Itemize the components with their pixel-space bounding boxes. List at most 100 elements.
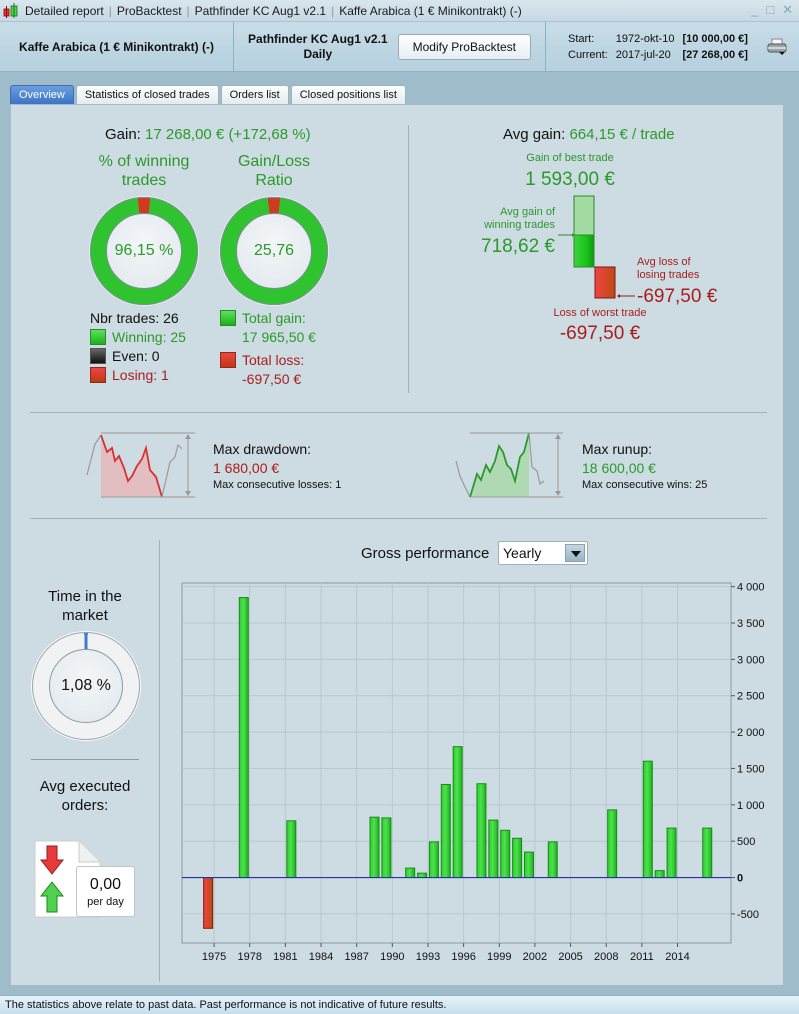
gain-label: Gain:	[105, 126, 141, 143]
chart-bar-1994	[440, 783, 451, 879]
best-trade-value: 1 593,00 €	[525, 169, 615, 190]
gain-summary: Gain: 17 268,00 € (+172,68 %)	[105, 126, 311, 143]
winning-trades-donut: 96,15 %	[90, 197, 198, 305]
gain-loss-ratio-title: Gain/Loss Ratio	[237, 153, 311, 189]
start-date: 1972-okt-10	[615, 32, 675, 45]
time-in-market-donut: 1,08 %	[32, 632, 140, 740]
losing-legend-swatch	[90, 367, 106, 383]
minimize-button[interactable]: _	[751, 2, 759, 17]
current-capital: [27 268,00 €]	[682, 48, 748, 61]
chart-bar-1988	[369, 816, 380, 879]
start-label: Start:	[568, 32, 595, 45]
tab-orders-list[interactable]: Orders list	[220, 85, 289, 104]
nbr-trades: Nbr trades: 26	[90, 310, 179, 326]
avg-loss-label: Avg loss of losing trades	[637, 256, 700, 281]
worst-trade-value: -697,50 €	[559, 323, 641, 344]
avg-loss-arrow-icon	[617, 294, 635, 298]
avg-win-bar	[573, 234, 595, 268]
best-trade-label: Gain of best trade	[526, 152, 614, 164]
chart-x-tick-label: 1981	[273, 951, 297, 963]
total-gain-label: Total gain:	[242, 310, 306, 326]
total-gain-swatch	[220, 310, 236, 326]
worst-trade-label: Loss of worst trade	[553, 307, 647, 319]
chart-bar-1977	[238, 597, 249, 879]
chart-bar-2008	[607, 809, 618, 879]
title-segment-strategy: Pathfinder KC Aug1 v2.1	[194, 3, 327, 18]
chart-bar-1992	[417, 872, 428, 879]
chart-bar-2016	[702, 827, 713, 879]
chart-x-tick-label: 2002	[523, 951, 547, 963]
chart-x-tick-label: 1975	[202, 951, 226, 963]
chart-x-tick-label: 2011	[630, 951, 654, 963]
overview-divider	[408, 125, 409, 393]
title-segment-instrument: Kaffe Arabica (1 € Minikontrakt) (-)	[339, 3, 522, 18]
max-runup-value: 18 600,00 €	[582, 460, 656, 476]
avg-loss-value: -697,50 €	[637, 286, 718, 307]
chart-bar-1989	[381, 817, 392, 879]
total-loss-swatch	[220, 352, 236, 368]
max-runup-label: Max runup:	[582, 441, 653, 457]
chart-y-tick-label: 2 500	[737, 691, 765, 703]
chart-bar-2013	[666, 827, 677, 879]
avg-executed-orders-title: Avg executed orders:	[39, 778, 131, 814]
tab-overview[interactable]: Overview	[10, 85, 74, 104]
runup-sparkline	[455, 432, 563, 498]
arrow-down-icon	[39, 845, 65, 875]
period-select[interactable]: Yearly	[498, 541, 588, 565]
max-consecutive-losses: Max consecutive losses: 1	[213, 479, 342, 491]
chart-y-tick-label: 0	[737, 873, 743, 885]
chart-bar-1997	[476, 783, 487, 879]
chart-bar-2001	[523, 851, 534, 879]
trade-range-bars	[558, 195, 616, 299]
chart-y-tick-label: 1 000	[737, 800, 765, 812]
winning-trades-title: % of winning trades	[98, 153, 190, 189]
window-titlebar: Detailed report | ProBacktest | Pathfinder…	[0, 0, 799, 22]
chart-x-tick-label: 1987	[344, 951, 368, 963]
report-tabs: Overview Statistics of closed trades Ord…	[10, 85, 406, 104]
start-capital: [10 000,00 €]	[682, 32, 748, 45]
chevron-down-icon[interactable]	[565, 544, 585, 562]
chart-x-tick-label: 1993	[416, 951, 440, 963]
total-loss-label: Total loss:	[242, 352, 305, 368]
close-button[interactable]: ✕	[782, 2, 793, 17]
chart-y-tick-label: 3 000	[737, 654, 765, 666]
chart-x-tick-label: 2014	[665, 951, 689, 963]
chart-x-tick-label: 1978	[237, 951, 261, 963]
report-header: Kaffe Arabica (1 € Minikontrakt) (-) Pat…	[0, 22, 799, 72]
avg-orders-value: 0,00	[89, 876, 122, 893]
chart-x-tick-label: 1990	[380, 951, 404, 963]
backtest-dates: Start: 1972-okt-10 [10 000,00 €] Current: 2…	[566, 30, 756, 64]
chart-bar-1991	[405, 867, 416, 879]
chart-x-tick-label: 1984	[309, 951, 333, 963]
gross-performance-title: Gross performance	[361, 545, 490, 562]
avg-gain-summary: Avg gain: 664,15 € / trade	[503, 126, 675, 143]
chart-bar-2012	[654, 870, 665, 879]
gain-loss-ratio-donut: 25,76	[220, 197, 328, 305]
maximize-button[interactable]: □	[766, 2, 775, 17]
drawdown-sparkline	[86, 432, 195, 498]
time-in-market-value: 1,08 %	[49, 649, 123, 723]
avg-win-value: 718,62 €	[481, 236, 555, 257]
time-in-market-title: Time in the market	[48, 588, 122, 624]
total-loss-value: -697,50 €	[242, 371, 302, 387]
title-segment-report: Detailed report	[25, 3, 104, 18]
section-divider	[30, 412, 767, 413]
even-count: Even: 0	[112, 348, 160, 364]
chart-bar-2000	[512, 837, 523, 879]
winning-legend-swatch	[90, 329, 106, 345]
chart-bar-1981	[286, 820, 297, 879]
candlestick-app-icon	[2, 2, 20, 19]
tab-statistics-closed-trades[interactable]: Statistics of closed trades	[75, 85, 219, 104]
modify-probacktest-button[interactable]: Modify ProBacktest	[397, 33, 531, 60]
chart-x-tick-label: 2005	[558, 951, 582, 963]
chart-x-tick-label: 1999	[487, 951, 511, 963]
instrument-name: Kaffe Arabica (1 € Minikontrakt) (-)	[0, 22, 234, 71]
gain-loss-ratio-value: 25,76	[236, 213, 312, 289]
status-bar: The statistics above relate to past data…	[0, 995, 799, 1014]
chart-bar-1974	[203, 877, 214, 929]
avg-orders-box: 0,00 per day	[76, 866, 135, 917]
tab-closed-positions-list[interactable]: Closed positions list	[290, 85, 406, 104]
max-drawdown-value: 1 680,00 €	[213, 460, 280, 476]
losing-count: Losing: 1	[112, 367, 169, 383]
printer-icon[interactable]	[766, 38, 788, 56]
